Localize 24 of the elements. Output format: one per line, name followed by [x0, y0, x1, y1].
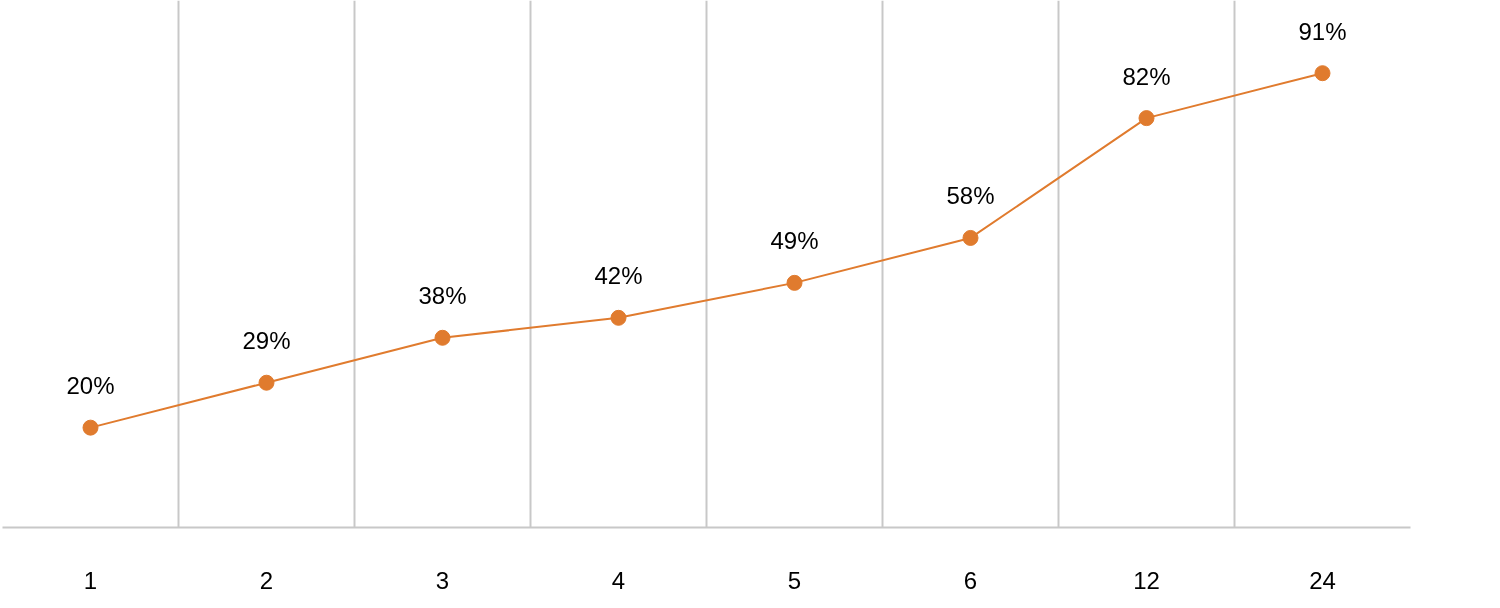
point [434, 329, 451, 346]
data-label: 38% [418, 282, 467, 310]
point [1138, 110, 1155, 127]
data-label: 49% [770, 227, 819, 255]
data-label: 20% [66, 372, 115, 400]
point [82, 419, 99, 436]
x-tick-label: 3 [435, 566, 450, 594]
x-tick-label: 12 [1133, 566, 1160, 594]
x-tick-label: 24 [1309, 566, 1336, 594]
data-label: 29% [242, 327, 291, 355]
x-tick-label: 6 [963, 566, 978, 594]
point [258, 374, 275, 391]
x-tick-label: 5 [787, 566, 802, 594]
point [786, 274, 803, 291]
data-label: 42% [594, 262, 643, 290]
x-tick-label: 4 [611, 566, 626, 594]
point [962, 229, 979, 246]
x-tick-label: 1 [83, 566, 98, 594]
data-label: 82% [1122, 62, 1171, 90]
data-label: 58% [946, 182, 995, 210]
x-tick-label: 2 [259, 566, 274, 594]
data-label: 91% [1298, 17, 1347, 45]
point [610, 309, 627, 326]
point [1314, 65, 1331, 82]
